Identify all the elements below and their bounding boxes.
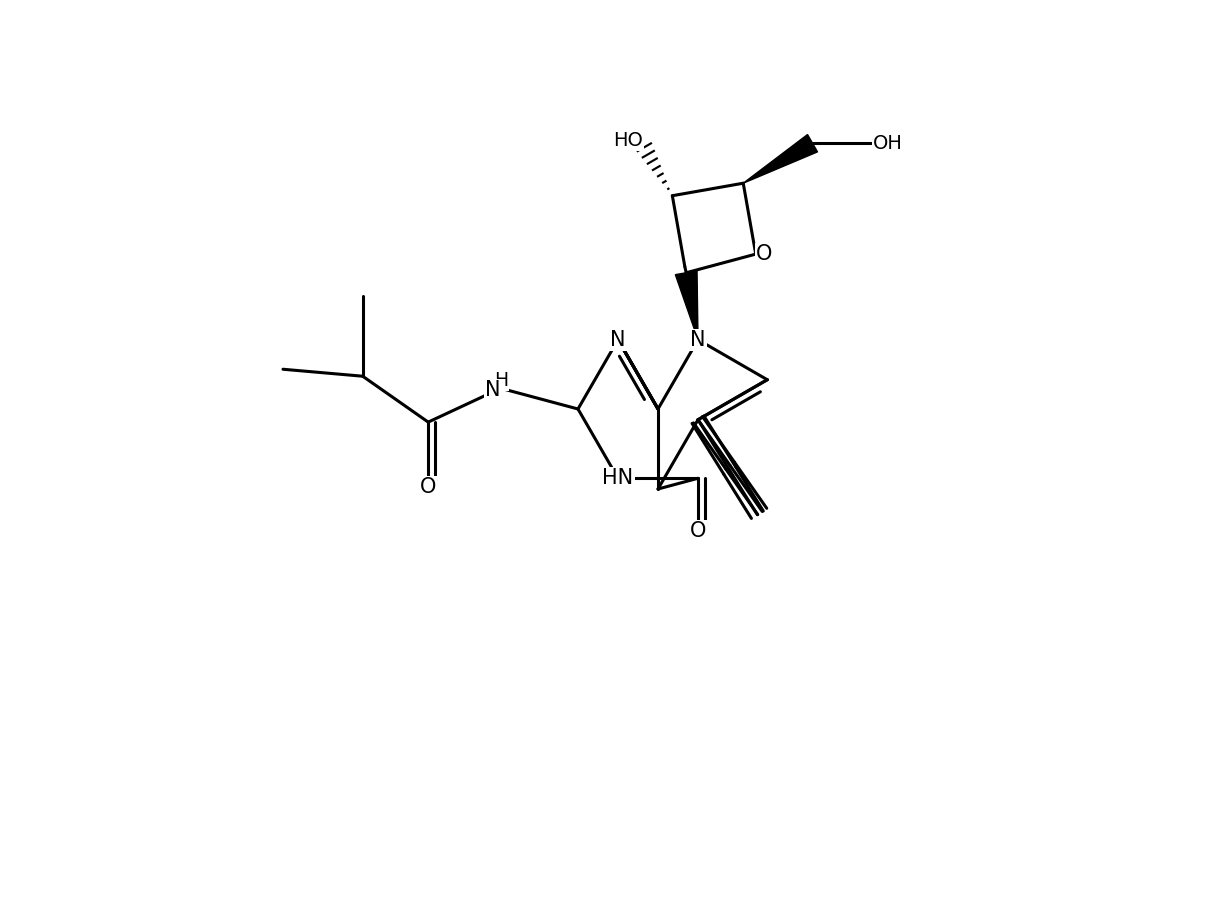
Text: O: O xyxy=(755,244,772,264)
Text: O: O xyxy=(420,477,437,497)
Polygon shape xyxy=(743,134,818,183)
Text: O: O xyxy=(690,521,707,542)
Text: H: H xyxy=(493,371,508,390)
Text: OH: OH xyxy=(873,134,902,153)
Text: HO: HO xyxy=(614,131,643,150)
Text: HN: HN xyxy=(603,468,633,488)
Polygon shape xyxy=(675,271,698,340)
Text: N: N xyxy=(690,330,706,350)
Text: N: N xyxy=(610,330,626,350)
Text: N: N xyxy=(485,380,500,401)
